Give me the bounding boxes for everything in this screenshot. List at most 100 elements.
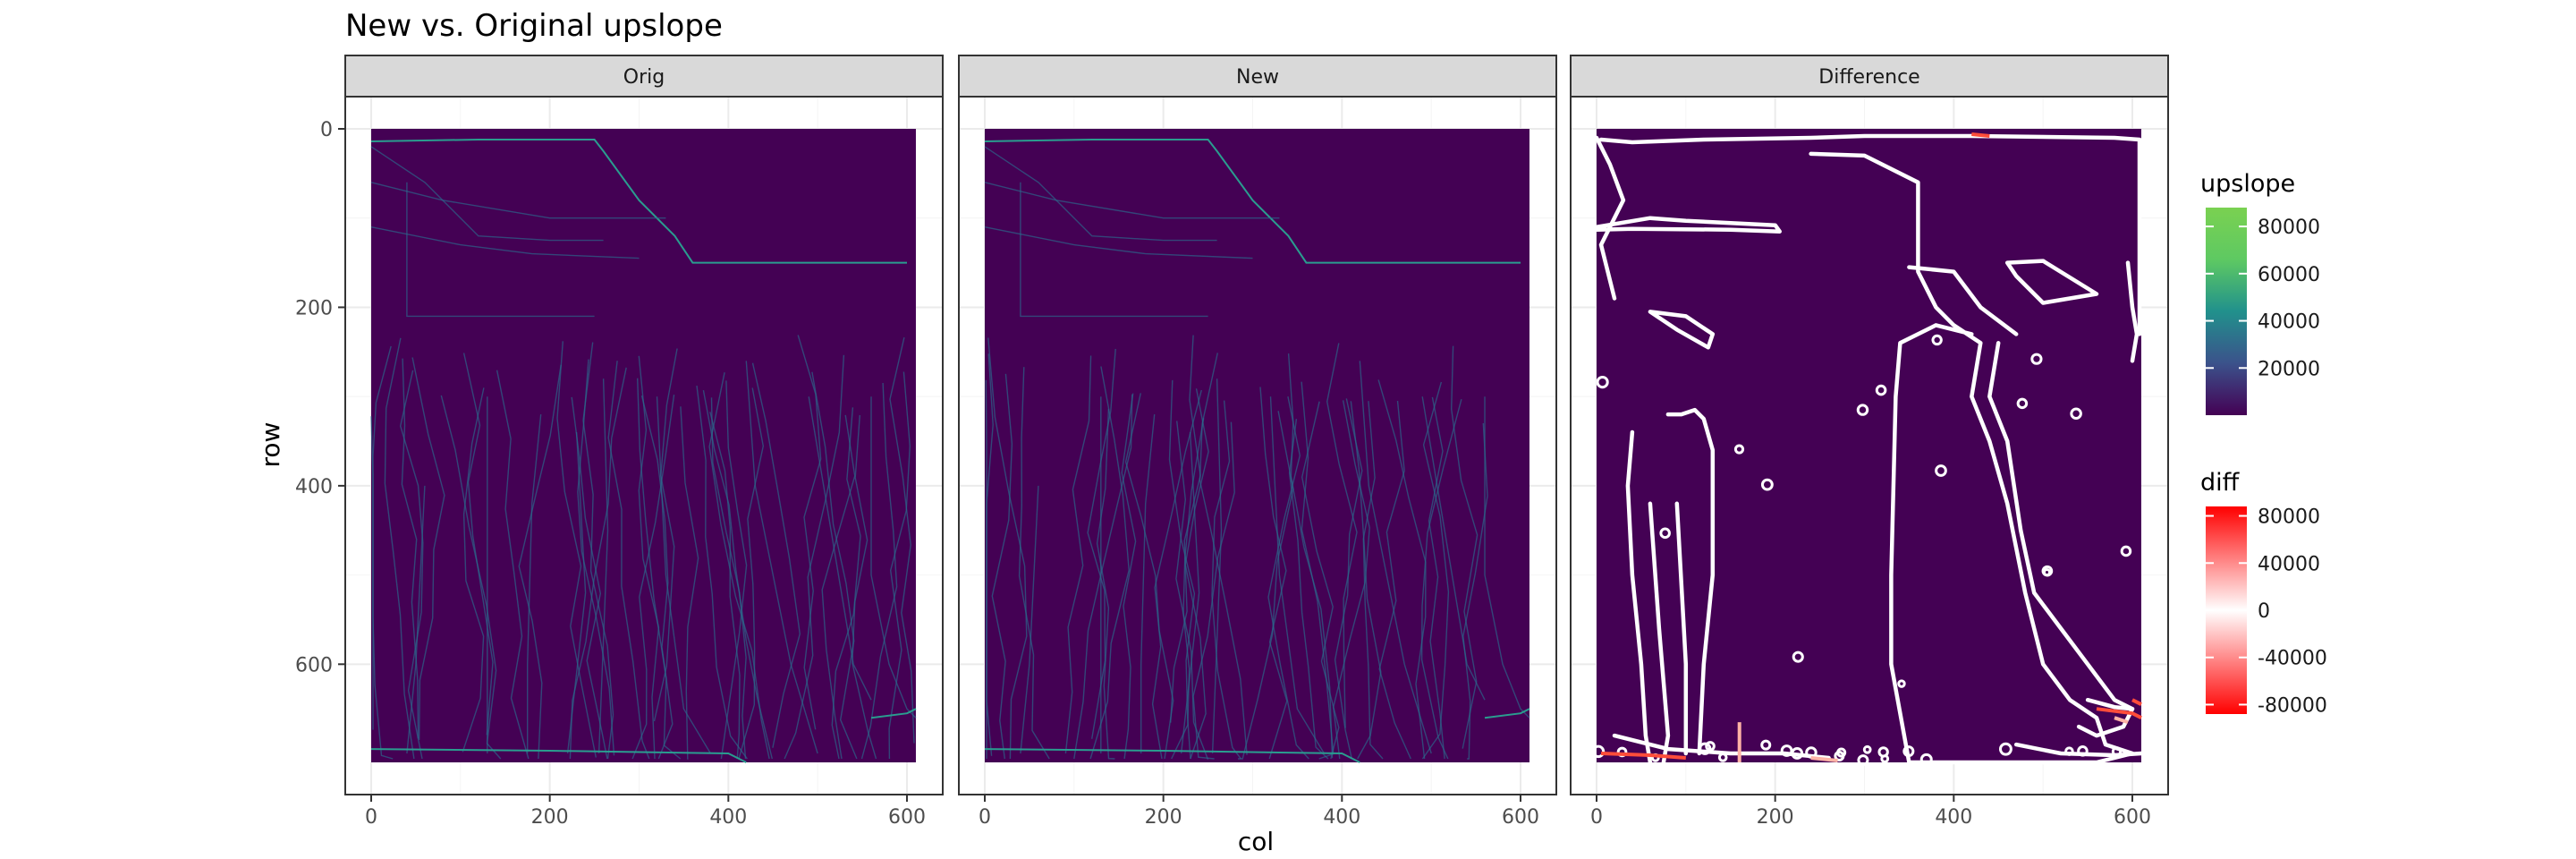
flow-path [496, 370, 530, 760]
difference-contour [1674, 501, 1689, 756]
panel-border [1570, 96, 2169, 795]
panel-border [344, 96, 944, 795]
flow-path [720, 380, 748, 760]
difference-contour [1612, 733, 1831, 761]
raster-tiles [1597, 129, 2141, 763]
legend-label: 0 [2258, 600, 2270, 623]
flow-path [889, 336, 915, 744]
difference-spot [1877, 746, 1889, 758]
x-tick-label: 400 [1323, 806, 1360, 829]
flow-path [1420, 399, 1462, 760]
flow-path [984, 139, 1521, 264]
facet-panel-new: New 0 200 400 600 [958, 55, 1557, 829]
flow-path [821, 414, 856, 760]
flow-path [984, 182, 1280, 219]
flow-path [582, 342, 614, 760]
flow-path [1180, 431, 1200, 754]
flow-path [1064, 355, 1092, 754]
flow-path [406, 485, 426, 754]
x-tick-label: 600 [888, 806, 926, 829]
difference-spot [2064, 746, 2074, 756]
facet-strip [1570, 55, 2169, 98]
difference-contour [2004, 259, 2099, 305]
difference-contour [1594, 216, 1782, 234]
flow-path [696, 385, 748, 760]
flow-path [702, 389, 773, 760]
flow-path [370, 146, 604, 242]
flow-path [1170, 335, 1201, 723]
difference-spot [2077, 745, 2089, 757]
flow-path [784, 354, 845, 760]
difference-negative [1600, 752, 1686, 760]
x-tick-label: 400 [1935, 806, 1972, 829]
legend-diff: diff 80000 40000 0 -40000 -80000 [2200, 469, 2327, 717]
difference-spot [2016, 397, 2029, 410]
flow-path [1377, 379, 1427, 760]
legend-title: diff [2200, 469, 2241, 497]
difference-contour [2076, 697, 2135, 738]
legend-label: 40000 [2258, 553, 2320, 575]
flow-path [808, 396, 872, 701]
y-tick-label: 600 [295, 654, 333, 676]
flow-path [556, 341, 597, 758]
flow-path [1018, 367, 1050, 760]
difference-spot [1862, 744, 1872, 754]
difference-contour [1648, 310, 1716, 350]
flow-path [370, 182, 666, 219]
flow-path [709, 412, 741, 760]
flow-path [1171, 418, 1205, 760]
flow-path [831, 407, 861, 760]
flow-path [566, 431, 587, 754]
legend-title: upslope [2200, 170, 2295, 198]
flow-path [637, 378, 682, 760]
flow-path [1267, 395, 1309, 760]
flow-path [401, 358, 419, 739]
flow-path [1121, 393, 1137, 760]
difference-spot [1659, 527, 1671, 540]
y-tick-label: 400 [295, 476, 333, 498]
flow-path [1421, 396, 1486, 701]
difference-spot [1856, 404, 1869, 416]
flow-path [653, 348, 678, 722]
difference-contour [1809, 151, 2135, 765]
flow-path [640, 395, 674, 760]
chart-title: New vs. Original upslope [345, 8, 723, 44]
facet-strip [344, 55, 944, 98]
flow-path [1421, 381, 1450, 760]
difference-spot [2111, 746, 2123, 757]
difference-spot [1760, 739, 1772, 751]
flow-path [656, 396, 711, 754]
difference-spot [1919, 753, 1933, 766]
difference-contour [1598, 133, 2142, 336]
difference-spot [1699, 742, 1712, 755]
difference-spot [1596, 375, 1609, 389]
flow-path [1462, 422, 1488, 760]
flow-path [1020, 485, 1039, 754]
difference-spot [1591, 744, 1606, 759]
flow-path [860, 382, 898, 760]
difference-spot [1902, 745, 1915, 758]
flow-path [370, 226, 640, 259]
y-tick-label: 200 [295, 297, 333, 319]
flow-path [527, 414, 542, 753]
flow-path [406, 182, 595, 318]
flow-path [569, 367, 627, 760]
difference-spot [1780, 744, 1793, 757]
facet-label: Difference [1818, 66, 1919, 89]
legends: upslope 80000 60000 40000 20000 diff 80000 4000… [2200, 170, 2327, 717]
flow-path [1334, 398, 1363, 760]
difference-contour [1665, 407, 1716, 756]
legend-label: 20000 [2258, 358, 2320, 380]
flow-path [888, 371, 911, 760]
flow-path [987, 337, 1028, 760]
x-tick-label: 200 [531, 806, 569, 829]
flow-path [984, 748, 1360, 763]
flow-path [571, 396, 608, 760]
flow-path [638, 355, 660, 760]
x-tick-label: 200 [1145, 806, 1182, 829]
difference-spot [1857, 754, 1869, 767]
legend-label: -40000 [2258, 648, 2327, 670]
flow-path [372, 345, 392, 730]
y-axis-title: row [256, 422, 285, 468]
flow-path [738, 387, 765, 760]
